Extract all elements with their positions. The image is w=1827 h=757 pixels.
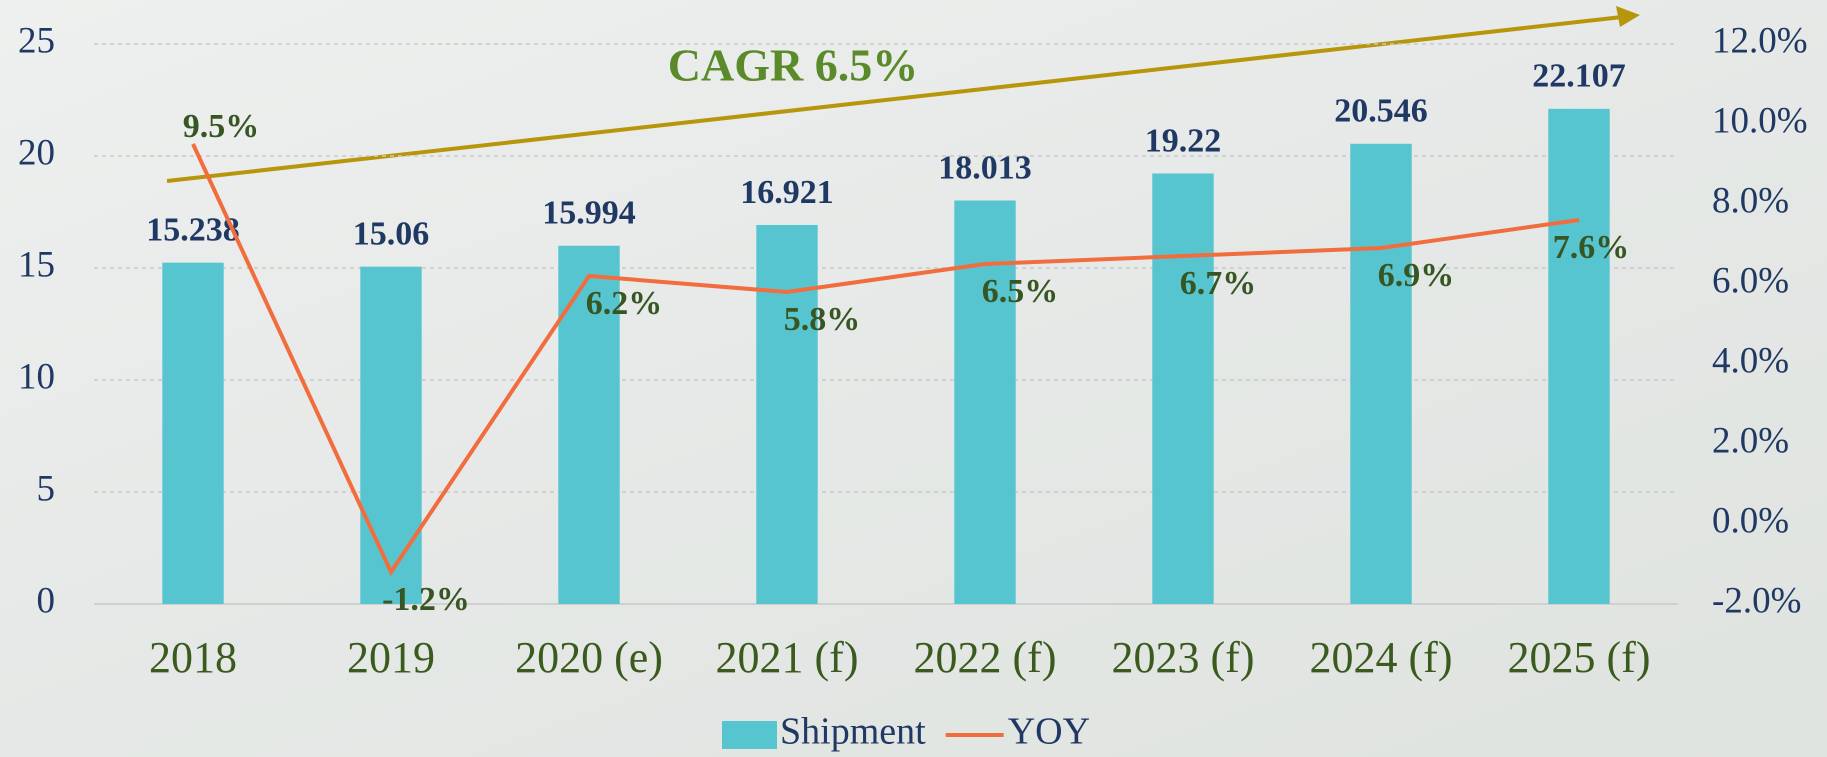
- bar: [1350, 144, 1411, 604]
- y2-tick-label: 10.0%: [1712, 100, 1808, 141]
- x-tick-label: 2025 (f): [1508, 633, 1651, 682]
- line-value-label: 7.6%: [1553, 229, 1630, 266]
- annotation: CAGR 6.5%: [668, 40, 918, 91]
- x-tick-label: 2021 (f): [716, 633, 859, 682]
- y-tick-label: 5: [37, 468, 56, 509]
- x-tick-label: 2024 (f): [1310, 633, 1453, 682]
- legend-label: YOY: [1008, 711, 1090, 753]
- legend-label: Shipment: [780, 711, 926, 753]
- line-value-label: 6.7%: [1180, 265, 1257, 302]
- line-value-label: -1.2%: [382, 581, 470, 618]
- bar: [1548, 109, 1609, 604]
- bar-value-label: 22.107: [1532, 58, 1626, 95]
- y2-tick-label: 6.0%: [1712, 260, 1789, 301]
- x-tick-label: 2019: [347, 633, 435, 682]
- x-tick-label: 2018: [149, 633, 237, 682]
- x-tick-label: 2020 (e): [515, 633, 663, 682]
- y-tick-label: 20: [18, 132, 55, 173]
- y2-tick-label: 4.0%: [1712, 340, 1789, 381]
- y2-tick-label: 0.0%: [1712, 500, 1789, 541]
- y2-tick-label: 12.0%: [1712, 20, 1808, 61]
- y2-tick-label: 2.0%: [1712, 420, 1789, 461]
- bar: [756, 225, 817, 604]
- line-value-label: 6.9%: [1378, 257, 1455, 294]
- bar-value-label: 18.013: [938, 149, 1032, 186]
- line-value-label: 9.5%: [183, 108, 260, 145]
- bar: [162, 263, 223, 604]
- cagr-arrow-head: [1616, 6, 1640, 27]
- chart: CAGR 6.5% 0 5 10 15 20 25 -2.0% 0.0% 2.0% 4.0% 6.0…: [0, 0, 1827, 757]
- line-value-label: 6.2%: [586, 285, 663, 322]
- y-tick-label: 10: [18, 356, 55, 397]
- x-tick-label: 2022 (f): [914, 633, 1057, 682]
- bar-value-label: 16.921: [740, 174, 834, 211]
- bar-value-label: 20.546: [1334, 93, 1428, 130]
- line-value-label: 6.5%: [982, 273, 1059, 310]
- bar: [1152, 173, 1213, 604]
- bar: [954, 201, 1015, 604]
- x-tick-label: 2023 (f): [1112, 633, 1255, 682]
- y2-tick-label: -2.0%: [1712, 580, 1801, 621]
- y-tick-label: 15: [18, 244, 55, 285]
- y2-tick-label: 8.0%: [1712, 180, 1789, 221]
- bar-value-label: 15.994: [542, 195, 636, 232]
- y-tick-label: 25: [18, 20, 55, 61]
- bar-value-label: 19.22: [1145, 122, 1222, 159]
- legend-swatch: [722, 721, 777, 749]
- bar: [360, 267, 421, 604]
- y-tick-label: 0: [37, 580, 56, 621]
- bar-value-label: 15.06: [353, 215, 430, 252]
- line-value-label: 5.8%: [784, 301, 861, 338]
